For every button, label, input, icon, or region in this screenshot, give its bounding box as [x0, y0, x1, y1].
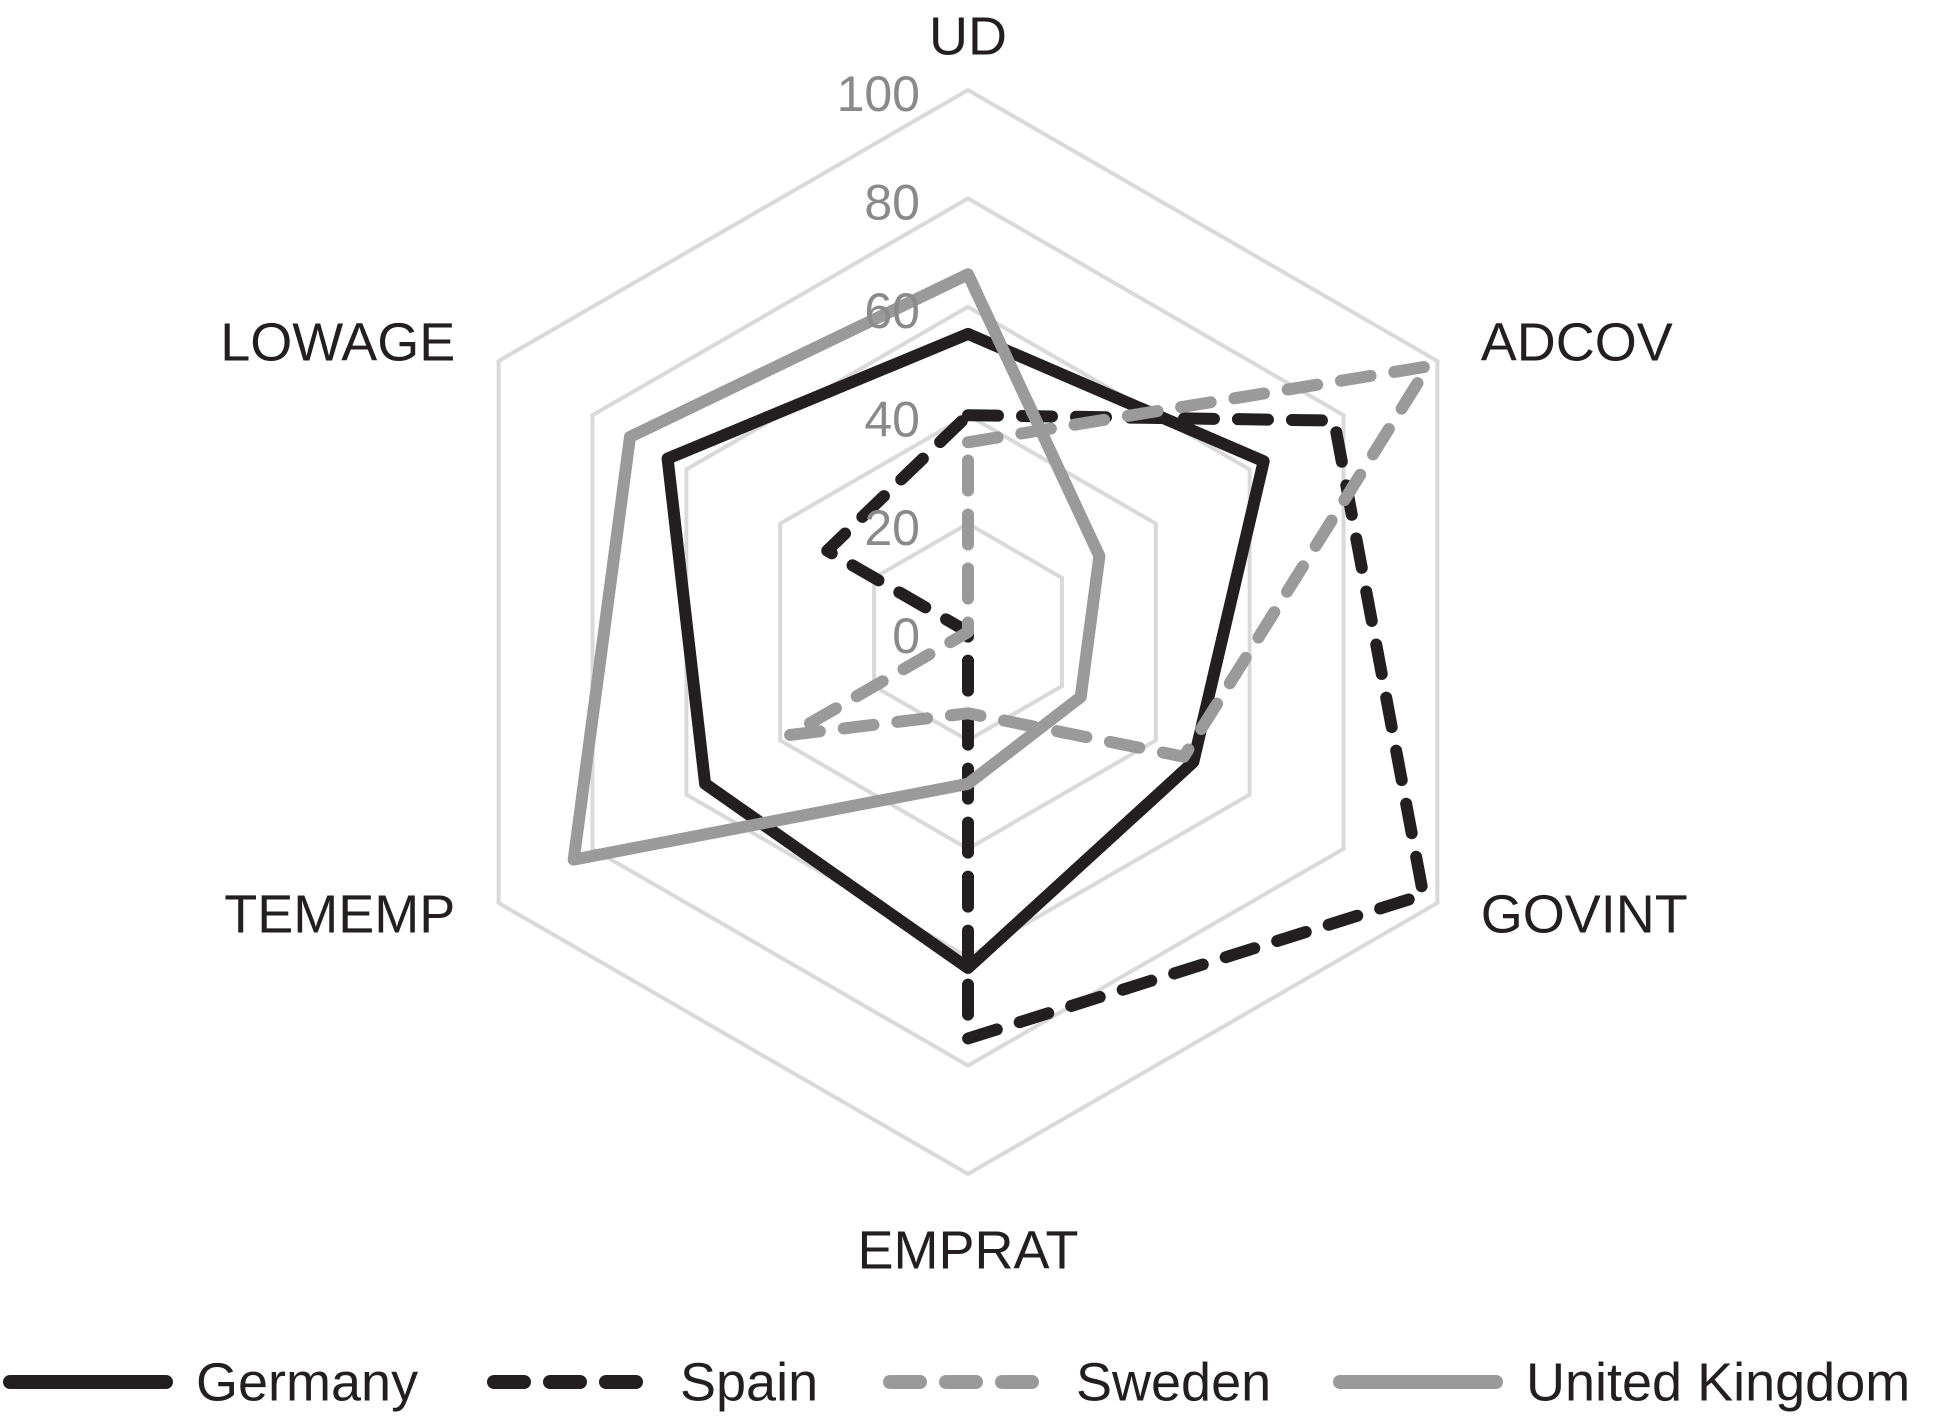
- axis-label-lowage: LOWAGE: [220, 312, 455, 372]
- legend-label-united-kingdom: United Kingdom: [1526, 1352, 1910, 1412]
- grid-ring-80: [590, 196, 1346, 1068]
- tick-layer: 0 20 40 60 80 100: [837, 66, 920, 664]
- axis-label-adcov: ADCOV: [1481, 312, 1673, 372]
- axis-label-layer: UD ADCOV GOVINT EMPRAT TEMEMP LOWAGE: [220, 6, 1687, 1280]
- tick-label-40: 40: [864, 391, 920, 447]
- series-line-sweden: [783, 360, 1434, 763]
- tick-label-60: 60: [864, 283, 920, 339]
- axis-label-ud: UD: [929, 6, 1007, 66]
- series-line-spain: [821, 409, 1430, 1045]
- series-line-germany: [661, 327, 1270, 974]
- legend-label-spain: Spain: [680, 1352, 818, 1412]
- axis-label-govint: GOVINT: [1481, 884, 1688, 944]
- legend: Germany Spain Sweden United Kingdom: [3, 1352, 1910, 1412]
- legend-label-sweden: Sweden: [1076, 1352, 1271, 1412]
- tick-label-80: 80: [864, 175, 920, 231]
- axis-label-emprat: EMPRAT: [857, 1220, 1078, 1280]
- tick-label-20: 20: [864, 500, 920, 556]
- series-line-united-kingdom: [567, 268, 1106, 866]
- tick-label-0: 0: [892, 608, 920, 664]
- tick-label-100: 100: [837, 66, 920, 122]
- legend-label-germany: Germany: [196, 1352, 418, 1412]
- axis-label-tememp: TEMEMP: [224, 884, 455, 944]
- series-layer: [567, 268, 1434, 1045]
- grid-ring-100: [496, 87, 1440, 1177]
